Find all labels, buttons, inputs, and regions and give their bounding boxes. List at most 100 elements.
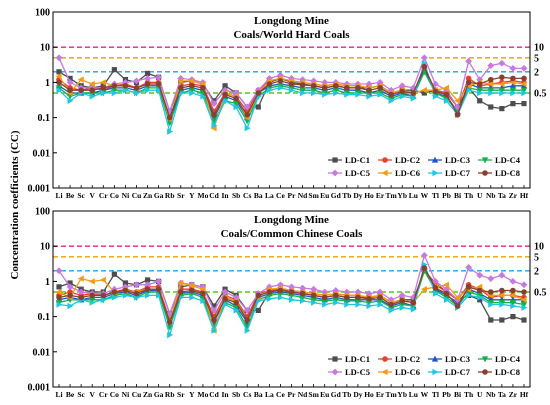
data-point <box>89 299 96 306</box>
data-point <box>388 91 394 98</box>
legend-marker <box>482 369 488 375</box>
data-point <box>377 294 383 301</box>
x-tick-label: Y <box>189 390 195 399</box>
data-point <box>421 63 428 70</box>
data-point <box>443 91 450 98</box>
y-tick-label: 0.01 <box>33 347 51 358</box>
x-tick-label: Cu <box>132 191 142 200</box>
legend-item-ld-c1: LD-C1 <box>328 354 370 364</box>
data-point <box>288 74 295 82</box>
data-point <box>266 87 273 94</box>
data-point <box>266 81 273 87</box>
data-point <box>221 288 229 296</box>
data-point <box>498 59 506 67</box>
data-point <box>188 282 195 289</box>
data-point <box>366 302 373 310</box>
data-point <box>288 292 295 299</box>
data-point <box>277 287 284 294</box>
data-point <box>432 285 439 291</box>
data-point <box>344 294 350 301</box>
chart-title: Longdong Mine <box>254 15 329 27</box>
data-point <box>166 319 173 325</box>
data-point <box>299 294 306 301</box>
data-point <box>211 112 217 118</box>
data-point <box>510 75 516 82</box>
data-point <box>521 100 527 107</box>
data-point <box>465 57 473 65</box>
data-point <box>233 299 239 306</box>
data-point <box>366 93 373 100</box>
data-point <box>111 67 117 73</box>
data-point <box>78 87 84 94</box>
data-point <box>200 297 207 305</box>
data-point <box>355 85 361 91</box>
y-tick-label: 0.001 <box>28 383 51 394</box>
data-point <box>111 294 118 301</box>
data-point <box>232 294 240 301</box>
legend-marker <box>431 355 439 362</box>
data-point <box>67 87 73 94</box>
x-tick-label: Hf <box>520 191 529 200</box>
data-point <box>387 95 395 102</box>
data-point <box>420 54 428 62</box>
legend-item-ld-c3: LD-C3 <box>428 155 470 165</box>
data-point <box>144 281 151 289</box>
data-point <box>510 302 517 310</box>
data-point <box>67 292 73 299</box>
data-point <box>520 296 527 304</box>
x-tick-label: Pb <box>442 390 451 399</box>
data-point <box>465 75 472 82</box>
data-point <box>67 97 74 105</box>
data-point <box>344 301 351 308</box>
data-point <box>266 292 273 299</box>
x-tick-label: Ni <box>122 390 130 399</box>
data-point <box>288 283 295 291</box>
data-point <box>111 289 118 295</box>
data-point <box>277 84 284 92</box>
x-tick-label: Tm <box>386 390 398 399</box>
data-point <box>111 83 118 89</box>
data-point <box>144 286 151 293</box>
chart-title: Longdong Mine <box>254 214 329 226</box>
legend-item-ld-c2: LD-C2 <box>378 155 420 165</box>
legend-label: LD-C4 <box>495 155 521 165</box>
data-point <box>454 112 461 118</box>
data-point <box>311 299 318 306</box>
data-point <box>510 100 516 107</box>
data-point <box>255 104 261 110</box>
data-point <box>322 301 329 308</box>
legend-item-ld-c8: LD-C8 <box>478 367 520 377</box>
legend-marker <box>481 157 489 164</box>
data-point <box>520 301 528 308</box>
data-point <box>332 87 339 94</box>
data-point <box>133 290 140 297</box>
data-point <box>344 91 351 98</box>
legend-label: LD-C8 <box>495 367 520 377</box>
data-point <box>510 314 516 320</box>
y-tick-label: 0.01 <box>33 148 51 159</box>
legend-label: LD-C7 <box>445 168 471 178</box>
data-point <box>243 307 251 314</box>
data-point <box>111 87 118 94</box>
legend-item-ld-c6: LD-C6 <box>378 367 420 377</box>
data-point <box>332 292 339 299</box>
data-point <box>398 82 406 90</box>
data-point <box>144 85 151 92</box>
data-point <box>311 89 318 97</box>
data-point <box>144 74 151 82</box>
data-point <box>488 317 494 323</box>
x-tick-label: Zr <box>509 191 518 200</box>
legend-label: LD-C8 <box>495 168 520 178</box>
data-point <box>100 292 107 299</box>
data-point <box>155 278 163 285</box>
data-point <box>89 297 96 304</box>
legend-item-ld-c3: LD-C3 <box>428 354 470 364</box>
data-point <box>144 70 151 77</box>
legend-marker <box>331 169 339 177</box>
data-point <box>499 317 505 323</box>
data-point <box>365 299 373 306</box>
legend-marker <box>381 169 388 177</box>
data-point <box>244 112 251 118</box>
legend-marker <box>382 356 388 362</box>
